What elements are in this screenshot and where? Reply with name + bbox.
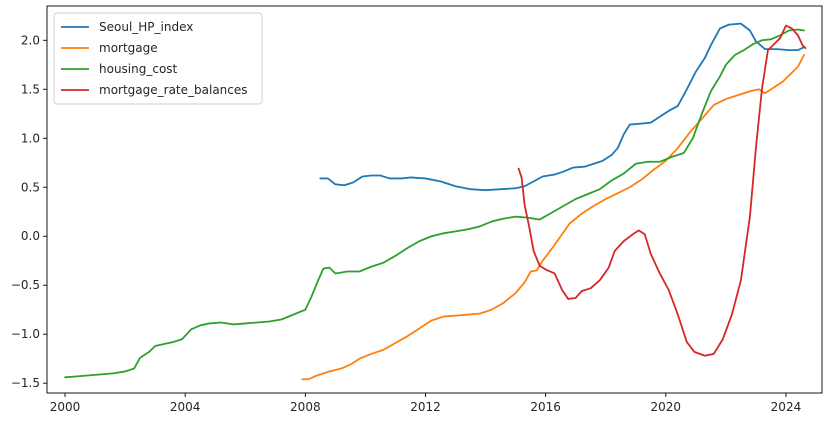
y-tick-label: −0.5 [11, 278, 40, 292]
x-tick-label: 2008 [290, 400, 321, 414]
x-tick-label: 2024 [771, 400, 802, 414]
x-tick-label: 2004 [170, 400, 201, 414]
x-tick-label: 2016 [530, 400, 561, 414]
legend-label-housing-cost: housing_cost [99, 62, 178, 76]
x-tick-label: 2012 [410, 400, 441, 414]
y-tick-label: 1.0 [21, 131, 40, 145]
series-layer [64, 22, 807, 381]
y-tick-label: 0.5 [21, 180, 40, 194]
legend-label-mortgage: mortgage [99, 41, 158, 55]
series-line-housing-cost [64, 28, 805, 379]
series-line-Seoul-HP-index [319, 22, 805, 192]
legend: Seoul_HP_index mortgage housing_costmortga… [53, 12, 263, 105]
legend-box [53, 12, 263, 105]
series-line-mortgage-rate-balances [517, 24, 807, 357]
y-tick-label: 0.0 [21, 229, 40, 243]
y-tick-label: −1.0 [11, 327, 40, 341]
legend-label-mortgage-rate-balances: mortgage_rate_balances [99, 83, 248, 97]
x-tick-label: 2000 [50, 400, 81, 414]
plot-frame [46, 5, 823, 394]
x-axis: 2000 2004 2008 2012 2016 2020 2024 [50, 393, 801, 414]
x-tick-label: 2020 [651, 400, 682, 414]
y-tick-label: 2.0 [21, 33, 40, 47]
y-axis: −1.5 −1.0 −0.5 0.0 0.5 1.0 1.5 2.0 [11, 33, 47, 390]
legend-label-Seoul-HP-index: Seoul_HP_index [99, 20, 193, 34]
y-tick-label: 1.5 [21, 82, 40, 96]
y-tick-label: −1.5 [11, 376, 40, 390]
series-line-mortgage [301, 54, 805, 381]
